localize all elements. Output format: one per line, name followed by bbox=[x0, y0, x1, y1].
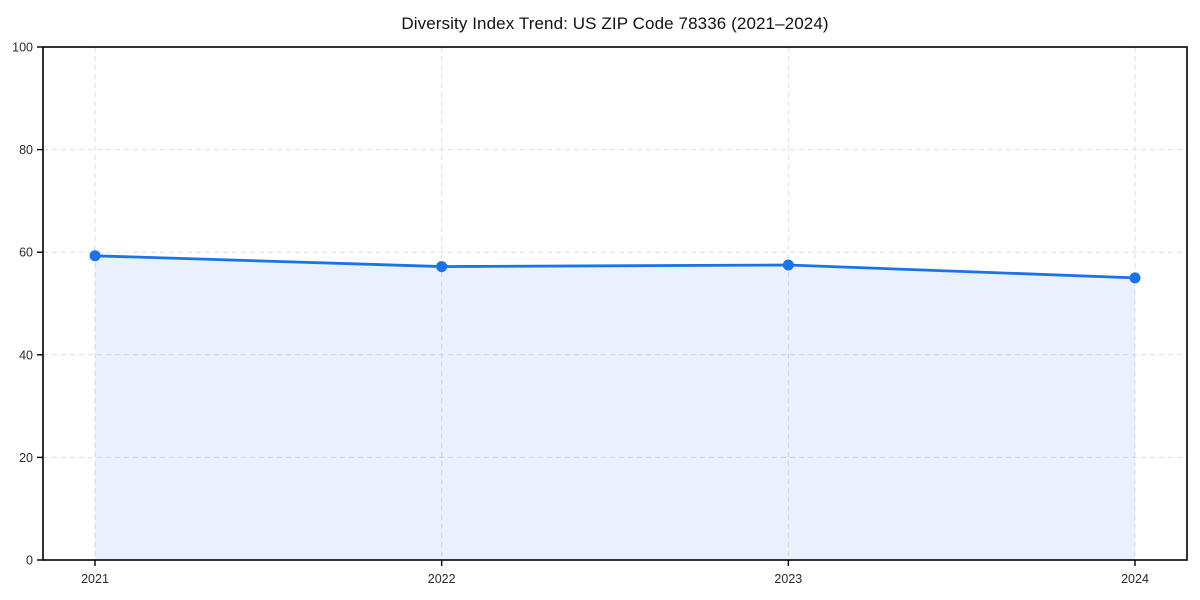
data-point-2021 bbox=[89, 250, 101, 262]
y-tick-label: 80 bbox=[19, 143, 33, 157]
y-tick-label: 0 bbox=[26, 554, 33, 568]
chart-title: Diversity Index Trend: US ZIP Code 78336… bbox=[401, 14, 829, 33]
y-tick-label: 60 bbox=[19, 246, 33, 260]
plot-border bbox=[42, 46, 1188, 561]
area-fill bbox=[95, 255, 1135, 560]
data-point-2024 bbox=[1129, 272, 1141, 284]
y-tick-label: 40 bbox=[19, 348, 33, 362]
x-tick-label: 2022 bbox=[428, 572, 456, 586]
y-tick-label: 100 bbox=[12, 41, 33, 55]
data-point-2022 bbox=[436, 261, 448, 273]
x-tick-label: 2024 bbox=[1121, 572, 1149, 586]
data-point-2023 bbox=[782, 259, 794, 271]
trend-line bbox=[93, 254, 1137, 280]
y-tick-label: 20 bbox=[19, 451, 33, 465]
x-tick-label: 2023 bbox=[774, 572, 802, 586]
x-tick-label: 2021 bbox=[81, 572, 109, 586]
